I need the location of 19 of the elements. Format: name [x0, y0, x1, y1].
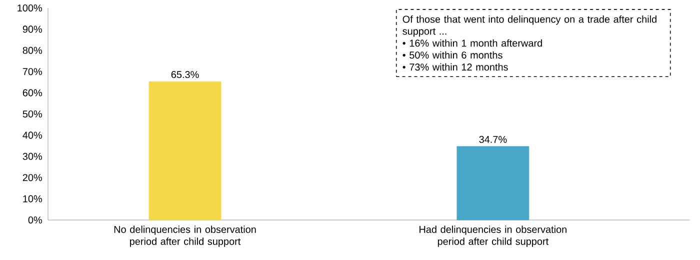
y-tick-label: 90%	[22, 26, 42, 33]
y-tick-label: 50%	[22, 110, 42, 118]
y-tick-label: 20%	[22, 174, 42, 182]
y-tick-label: 40%	[22, 132, 42, 139]
annotation: Of those that went into delinquency on a trade after child support ...	[402, 15, 656, 37]
y-tick-label: 80%	[22, 46, 42, 54]
y-tick-label: 60%	[22, 89, 42, 96]
annotation: • 16% within 1 month afterward	[402, 39, 542, 47]
annotation: • 73% within 12 months	[402, 63, 508, 71]
data-label: 65.3%	[171, 70, 199, 78]
y-tick-label: 70%	[22, 68, 42, 76]
y-tick-label: 30%	[22, 152, 42, 160]
x-tick-label: No delinquencies in observation period after child support	[114, 226, 256, 247]
y-tick-label: 10%	[23, 195, 42, 202]
y-tick-label: 100%	[18, 4, 42, 12]
annotation: • 50% within 6 months	[402, 51, 502, 59]
x-tick-label: Had delinquencies in observation period after child support	[420, 226, 566, 247]
y-tick-label: 0%	[28, 216, 42, 224]
data-label: 34.7%	[479, 136, 507, 143]
